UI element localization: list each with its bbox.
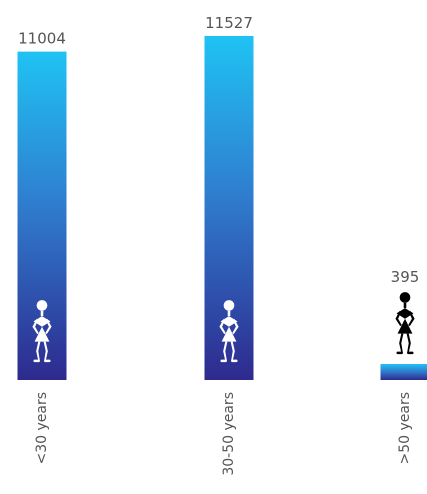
category-label-1: <30 years [34, 392, 50, 465]
category-label-3: >50 years [397, 392, 413, 465]
value-label-3: 395 [391, 268, 420, 286]
category-labels-layer: <30 years 30-50 years >50 years [34, 392, 413, 476]
value-label-2: 11527 [205, 14, 253, 32]
value-labels-layer: 11004 11527 395 [18, 14, 419, 286]
woman-figure-icon [395, 292, 415, 355]
category-label-2: 30-50 years [221, 392, 237, 476]
value-label-1: 11004 [18, 30, 66, 48]
bar-3 [380, 364, 427, 380]
bars-layer [17, 36, 427, 380]
